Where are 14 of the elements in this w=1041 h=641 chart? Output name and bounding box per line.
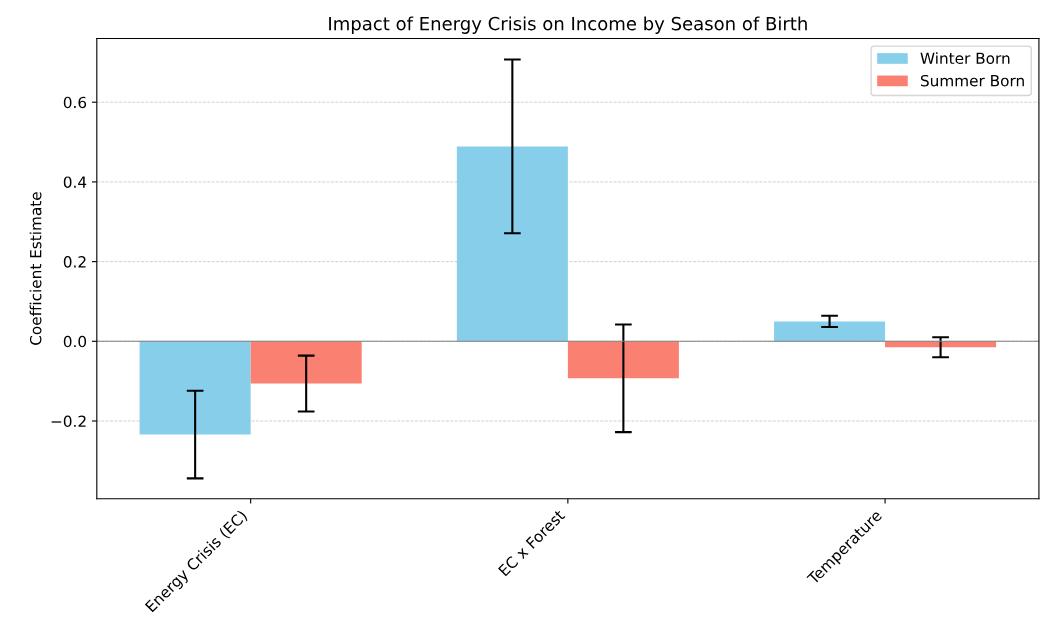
bar [139, 341, 251, 435]
y-axis-title: Coefficient Estimate [29, 192, 42, 345]
bar [774, 321, 886, 342]
legend-label: Winter Born [920, 52, 1010, 65]
bar [567, 341, 679, 379]
legend-label: Summer Born [920, 74, 1024, 87]
y-tick-label: 0.6 [63, 96, 87, 109]
bar [456, 146, 568, 342]
y-tick-label: 0.2 [63, 256, 86, 268]
y-tick-label: 0.0 [63, 335, 87, 348]
y-tick-label: 0.4 [63, 176, 87, 188]
bar [250, 341, 362, 384]
y-tick-label: −0.2 [51, 415, 86, 428]
chart-title: Impact of Energy Crisis on Income by Season of Birth [329, 16, 807, 34]
